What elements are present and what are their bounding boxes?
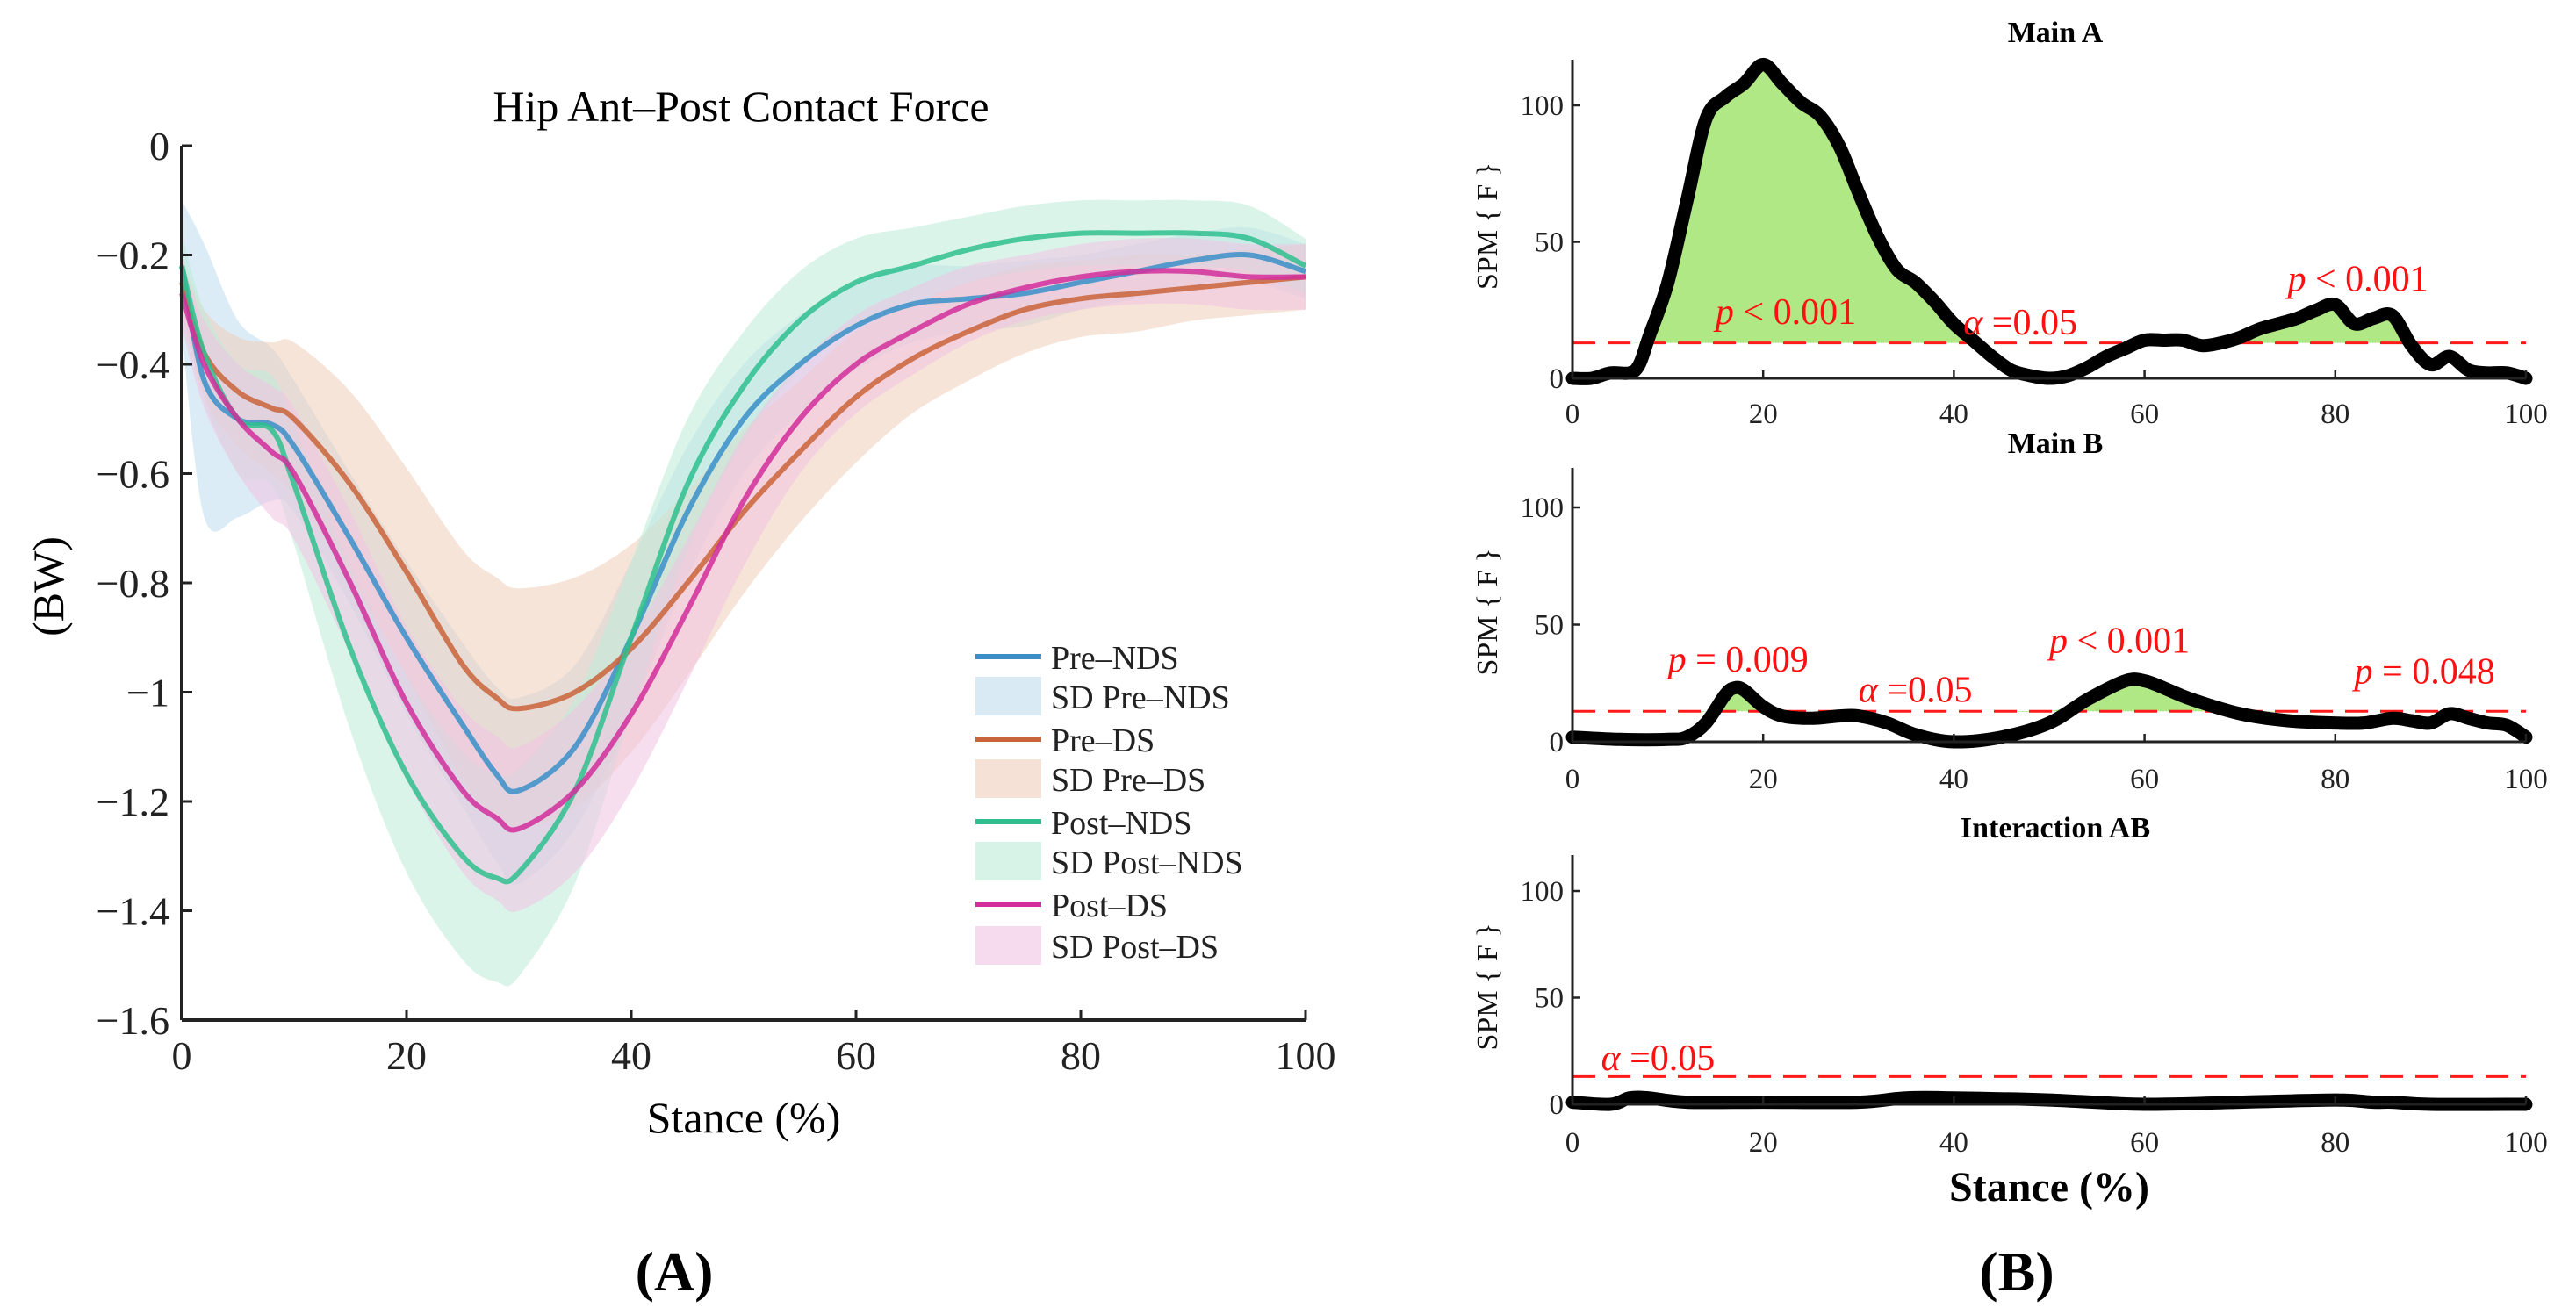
subplot-title-interaction-ab: Interaction AB — [1961, 812, 2150, 844]
x-tick-label: 40 — [1939, 764, 1968, 795]
spm-subplot-2: 0 20 40 60 80 100 0 50 100 SPM { F } α =0.05 — [1471, 855, 2548, 1159]
y-tick-label: −1 — [126, 671, 169, 715]
y-tick-label: 50 — [1535, 227, 1564, 259]
y-tick-label: −0.8 — [97, 561, 169, 606]
y-tick-label: 100 — [1521, 876, 1565, 908]
legend-swatch-1 — [975, 759, 1041, 798]
y-tick-label: 100 — [1521, 90, 1565, 122]
y-tick-label: 0 — [1550, 727, 1565, 758]
chart-a: Hip Ant–Post Contact Force (BW) Stance (… — [24, 82, 1336, 1303]
p-value-annotation: p = 0.009 — [1666, 640, 1809, 680]
x-tick-label: 100 — [2504, 399, 2548, 430]
p-value-annotation: p < 0.001 — [2285, 259, 2428, 299]
y-axis-label: SPM { F } — [1471, 162, 1504, 290]
chart-b-xlabel: Stance (%) — [1949, 1164, 2149, 1211]
x-tick-label: 40 — [1939, 399, 1968, 430]
x-tick-label: 80 — [2321, 764, 2349, 795]
legend-label: SD Pre–DS — [1051, 762, 1205, 799]
x-tick-label: 60 — [2130, 1127, 2159, 1159]
legend-label: Post–NDS — [1051, 805, 1192, 842]
subplot-title-main-b: Main B — [2008, 428, 2104, 460]
x-tick-label: 60 — [2130, 764, 2159, 795]
subplot-title-main-a: Main A — [2008, 17, 2104, 49]
legend-label: Post–DS — [1051, 887, 1168, 924]
sd-band-3 — [182, 238, 1306, 912]
spm-curve — [1565, 672, 2533, 749]
y-tick-label: −1.6 — [97, 998, 169, 1043]
legend-label: Pre–DS — [1051, 722, 1155, 759]
panel-label-a: (A) — [636, 1240, 714, 1303]
x-tick-label: 20 — [386, 1033, 427, 1078]
spm-subplot-0: 0 20 40 60 80 100 0 50 100 SPM { F } p < 0.001 α =0… — [1471, 57, 2548, 430]
y-tick-label: 0 — [1550, 1089, 1565, 1121]
x-tick-label: 0 — [172, 1033, 192, 1078]
y-tick-label: −0.4 — [97, 342, 169, 387]
legend-label: SD Pre–NDS — [1051, 679, 1230, 716]
alpha-annotation: α =0.05 — [1859, 671, 1973, 711]
chart-b: Main A Main B Interaction AB Stance (%) … — [1471, 17, 2548, 1303]
x-tick-label: 20 — [1749, 764, 1778, 795]
x-tick-label: 100 — [2504, 1127, 2548, 1159]
legend-label: SD Post–NDS — [1051, 844, 1243, 881]
x-tick-label: 40 — [1939, 1127, 1968, 1159]
y-axis-label: SPM { F } — [1471, 923, 1504, 1050]
panel-label-b: (B) — [1979, 1240, 2054, 1303]
y-tick-label: 50 — [1535, 983, 1564, 1015]
series-line-3 — [179, 268, 1306, 833]
alpha-annotation: α =0.05 — [1963, 303, 2077, 343]
series-line-2 — [179, 230, 1307, 885]
y-tick-label: 50 — [1535, 610, 1564, 642]
p-value-annotation: p = 0.048 — [2352, 651, 2495, 692]
chart-a-xlabel: Stance (%) — [647, 1093, 841, 1142]
legend-swatch-3 — [975, 926, 1041, 965]
x-tick-label: 80 — [1061, 1033, 1101, 1078]
x-tick-label: 80 — [2321, 399, 2349, 430]
x-tick-label: 0 — [1565, 399, 1580, 430]
legend-swatch-0 — [975, 677, 1041, 715]
y-tick-label: 0 — [149, 124, 169, 169]
legend-label: SD Post–DS — [1051, 929, 1219, 966]
y-tick-label: 0 — [1550, 363, 1565, 395]
x-tick-label: 0 — [1565, 764, 1580, 795]
spm-curve — [1565, 57, 2533, 385]
legend-label: Pre–NDS — [1051, 640, 1179, 677]
spm-subplot-1: 0 20 40 60 80 100 0 50 100 SPM { F } p = 0.009 α =0… — [1471, 468, 2548, 795]
x-tick-label: 40 — [611, 1033, 651, 1078]
alpha-annotation: α =0.05 — [1601, 1038, 1716, 1079]
x-tick-label: 20 — [1749, 399, 1778, 430]
chart-a-title: Hip Ant–Post Contact Force — [493, 82, 989, 131]
p-value-annotation: p < 0.001 — [2047, 622, 2190, 662]
x-tick-label: 20 — [1749, 1127, 1778, 1159]
x-tick-label: 60 — [836, 1033, 876, 1078]
x-tick-label: 100 — [2504, 764, 2548, 795]
p-value-annotation: p < 0.001 — [1713, 292, 1856, 333]
series-line-1 — [179, 274, 1306, 712]
x-tick-label: 0 — [1565, 1127, 1580, 1159]
x-tick-label: 80 — [2321, 1127, 2349, 1159]
suprathreshold-cluster-fill — [1572, 64, 2526, 345]
spm-curve — [1565, 1090, 2533, 1111]
y-tick-label: −1.4 — [97, 889, 169, 934]
y-tick-label: −0.6 — [97, 452, 169, 497]
x-tick-label: 100 — [1276, 1033, 1336, 1078]
y-tick-label: −0.2 — [97, 234, 169, 278]
y-axis-label: SPM { F } — [1471, 548, 1504, 675]
y-tick-label: 100 — [1521, 492, 1565, 524]
chart-a-ylabel: (BW) — [24, 536, 73, 636]
legend-swatch-2 — [975, 842, 1041, 880]
x-tick-label: 60 — [2130, 399, 2159, 430]
y-tick-label: −1.2 — [97, 780, 169, 824]
